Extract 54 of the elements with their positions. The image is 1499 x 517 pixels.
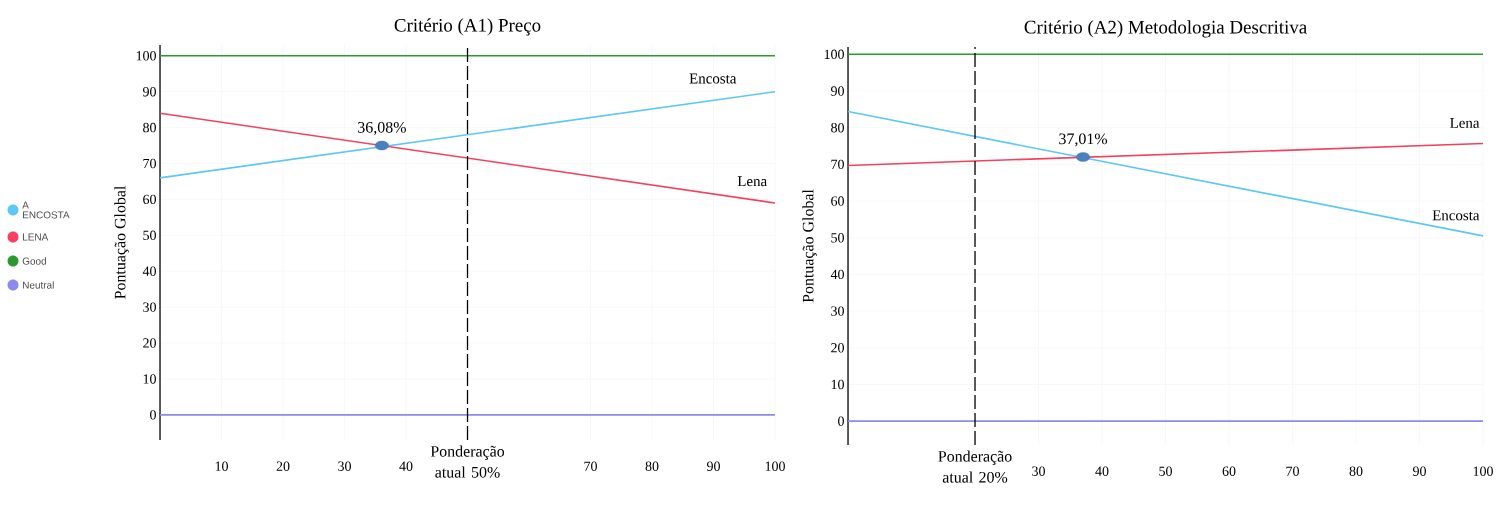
y-tick-label: 80 [143,122,156,133]
y-tick-label: 30 [831,306,844,316]
x-tick-label: 70 [584,461,597,471]
y-tick-label: 70 [143,158,156,169]
x-tick-label: 100 [765,461,785,471]
x-tick-label: 30 [338,461,351,471]
x-tick-label: 70 [1286,466,1299,476]
y-tick-label: 50 [831,233,844,243]
y-tick-label: 90 [143,86,156,97]
y-tick-label: 20 [143,338,156,348]
y-tick-label: 0 [150,410,156,420]
x-tick-label: 30 [1032,466,1045,476]
y-tick-label: 40 [830,269,844,280]
annotation: Encosta [689,73,737,84]
x-tick-label: 40 [399,461,413,471]
y-tick-label: 100 [136,51,156,61]
y-tick-label: 70 [831,159,844,170]
x-tick-label: 90 [1413,466,1426,476]
y-tick-label: 60 [143,194,156,205]
x-tick-label: 40 [1095,466,1109,476]
legend-label: Neutral [23,281,54,289]
x-tick-label: 80 [645,461,659,471]
x-tick-label: 60 [1222,466,1236,476]
y-tick-label: 10 [831,379,844,390]
y-axis-title: Pontuação Global [114,185,129,299]
series-label: Encosta [1432,210,1480,221]
y-tick-label: 90 [831,86,844,96]
y-tick-label: 10 [143,374,156,384]
chart-title: Critério (A1) Preço [394,18,541,36]
annotation: 36,08% [358,121,406,136]
legend-label: Good [22,257,46,265]
legend-label: A ENCOSTA [22,201,70,219]
x-tick-label: 100 [1473,466,1493,476]
x-tick-label: 80 [1349,466,1363,476]
annotation: Lena [737,176,767,187]
y-tick-label: 100 [824,49,844,60]
ref-line-label: Ponderação atual 50% [430,445,505,478]
x-tick-label: 90 [707,461,720,471]
y-tick-label: 60 [831,196,844,206]
x-tick-label: 10 [215,461,228,471]
x-tick-label: 20 [276,461,290,471]
ref-line-label: Ponderação atual 20% [938,450,1012,483]
y-tick-label: 40 [142,266,156,276]
series-label: Lena [1450,118,1480,128]
y-tick-label: 0 [838,416,844,426]
y-tick-label: 30 [143,302,156,312]
y-axis-title: Pontuação Global [802,189,817,303]
legend-label: LENA [23,233,49,241]
annotation: 37,01% [1059,133,1108,147]
y-tick-label: 80 [831,122,844,133]
y-tick-label: 50 [143,230,156,241]
chart-title: Critério (A2) Metodologia Descritiva [1024,20,1307,38]
y-tick-label: 20 [831,343,844,353]
x-tick-label: 50 [1159,466,1172,476]
